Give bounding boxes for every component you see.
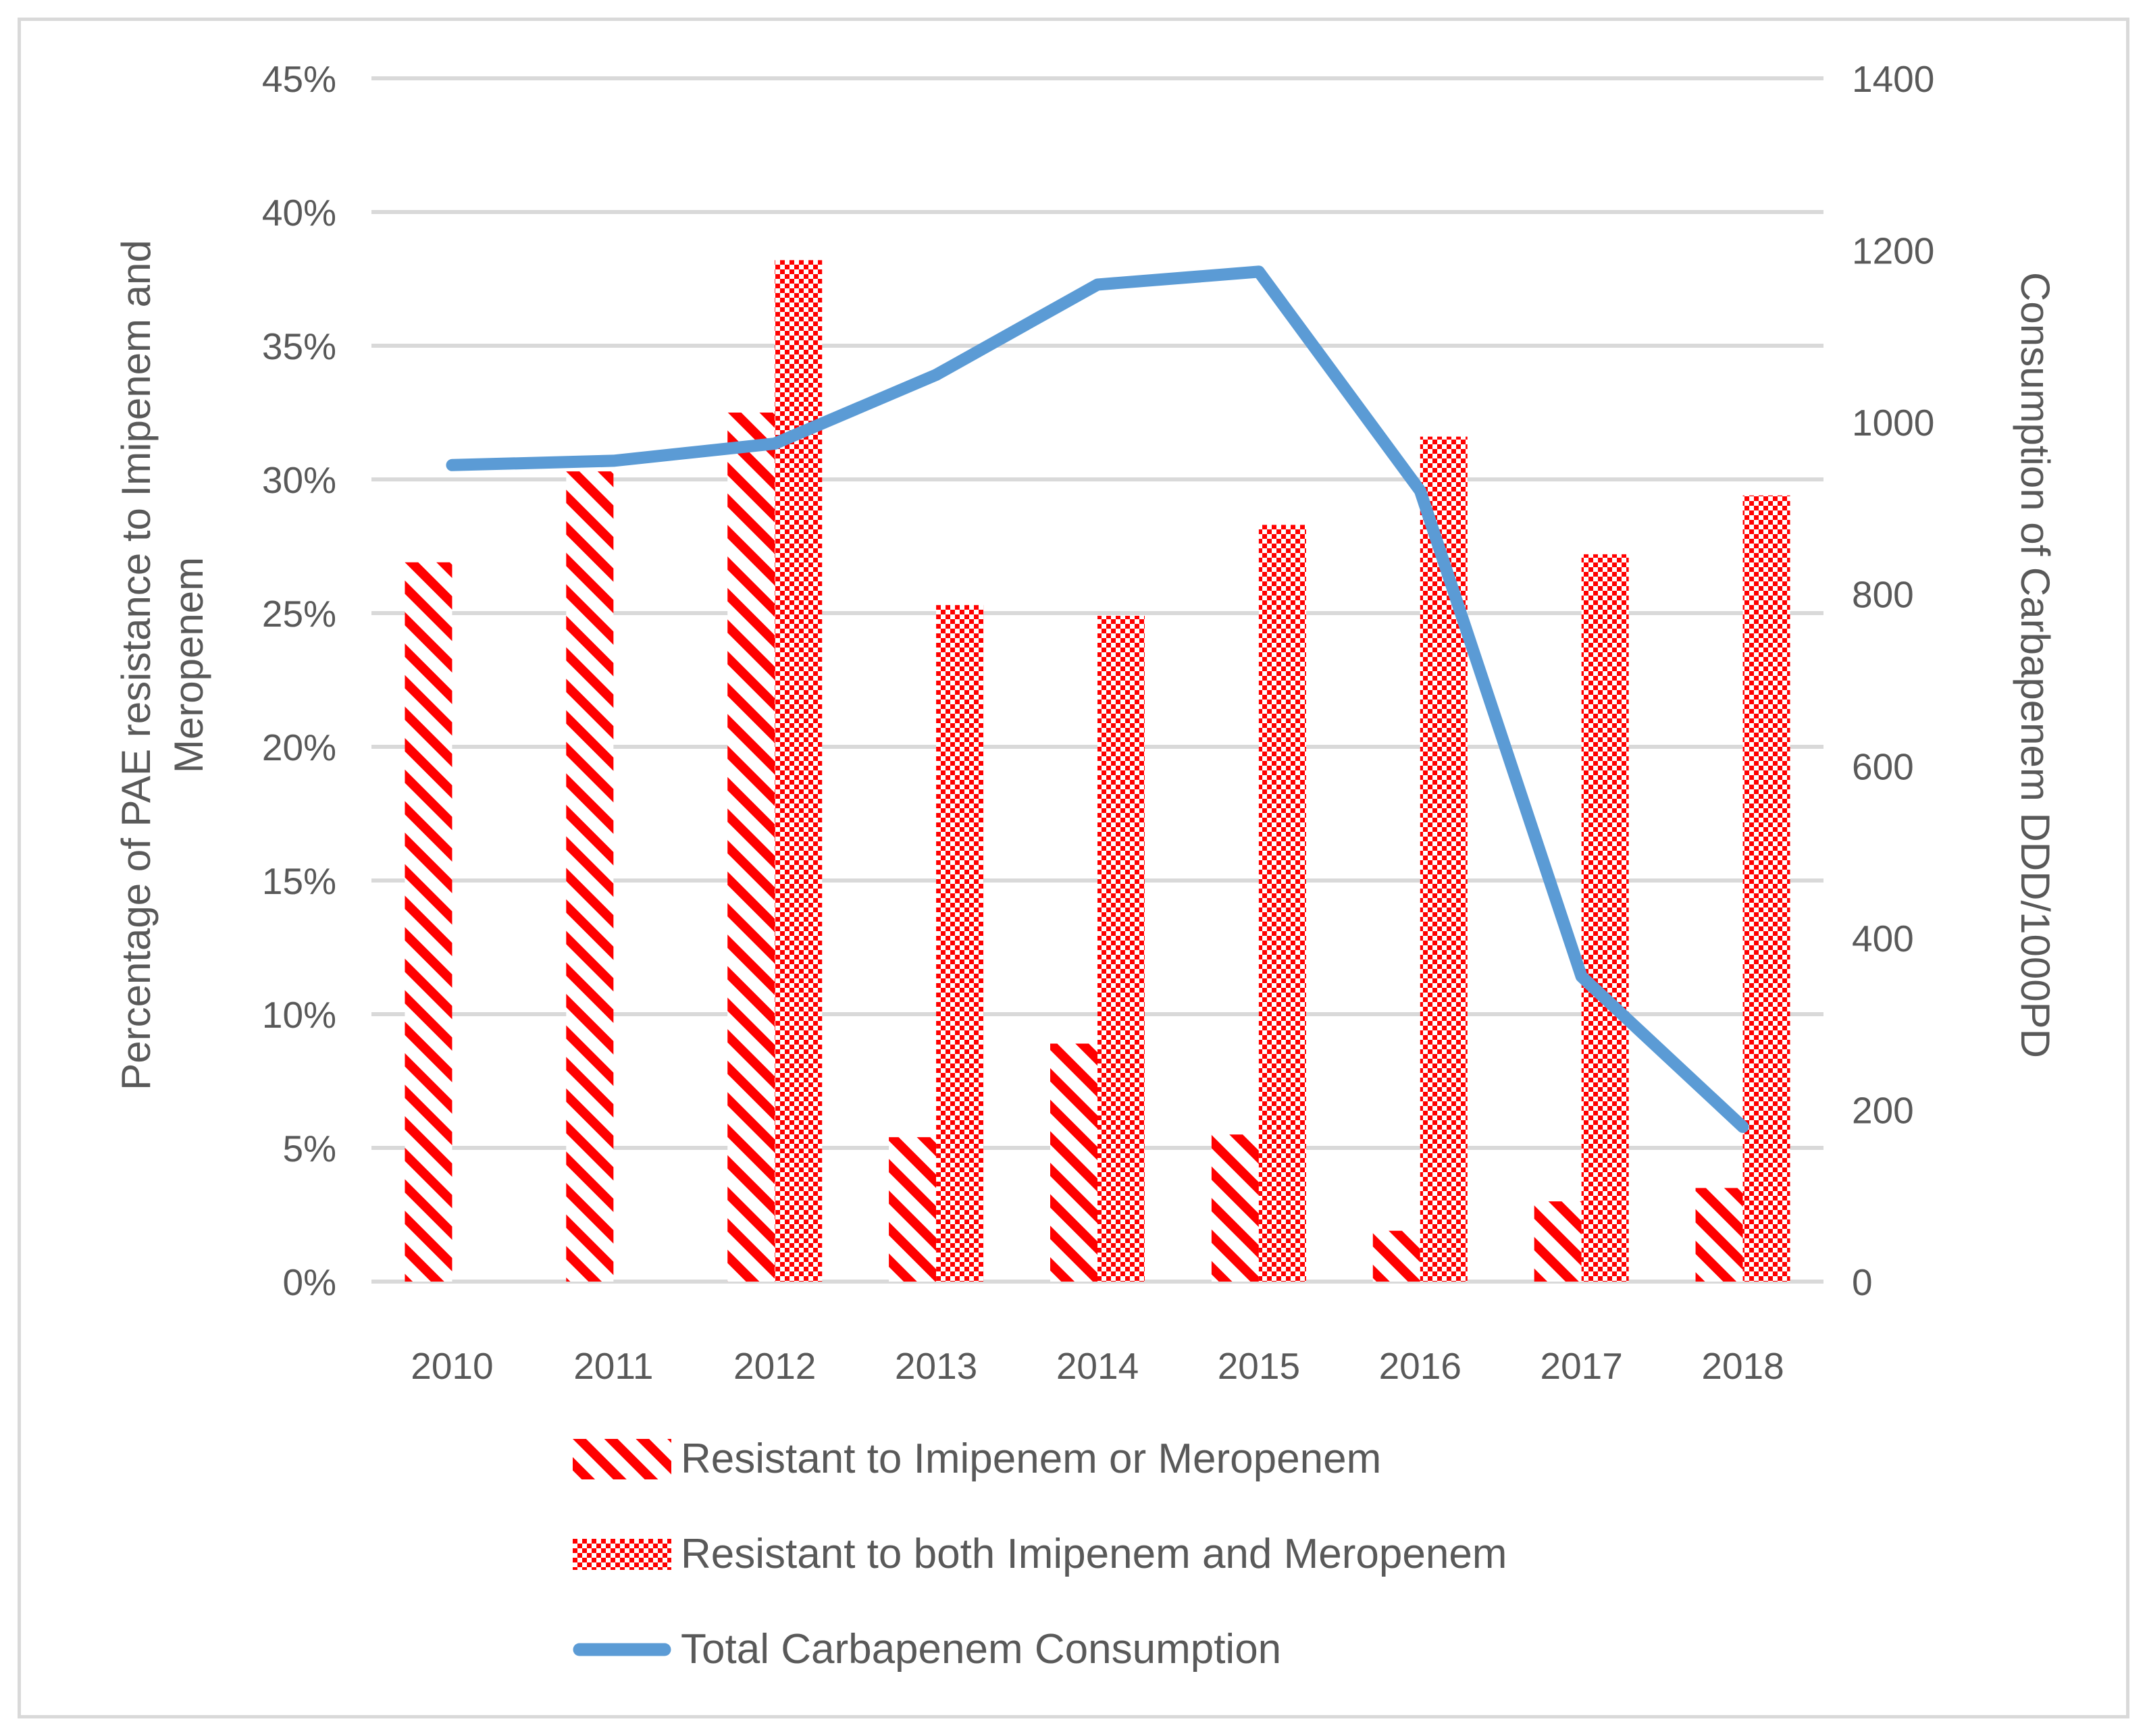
legend-label: Resistant to Imipenem or Meropenem <box>681 1436 1382 1482</box>
left-axis-tick-label: 30% <box>262 459 336 501</box>
right-axis-tick-label: 1200 <box>1852 230 1934 272</box>
legend-item-consumption: Total Carbapenem Consumption <box>573 1602 1507 1697</box>
bar-resistant-or-2016 <box>1372 1230 1420 1282</box>
x-axis-tick-label: 2013 <box>895 1345 977 1387</box>
left-axis-tick-label: 25% <box>262 593 336 635</box>
right-axis-tick-label: 0 <box>1852 1261 1873 1303</box>
left-axis-title-line1: Percentage of PAE resistance to Imipenem… <box>113 240 159 1090</box>
dotted-bar-swatch-icon <box>573 1538 671 1570</box>
right-axis-tick-label: 600 <box>1852 745 1914 787</box>
left-axis-title-line2: Meropenem <box>166 556 211 774</box>
left-axis-tick-label: 10% <box>262 994 336 1036</box>
left-axis-tick-label: 0% <box>283 1261 337 1303</box>
left-axis-tick-label: 20% <box>262 727 336 768</box>
left-axis-tick-label: 15% <box>262 860 336 902</box>
left-axis-tick-label: 40% <box>262 192 336 234</box>
right-axis-title: Consumption of Carbapenem DDD/1000PD <box>2013 272 2058 1058</box>
legend-item-resistant-or: Resistant to Imipenem or Meropenem <box>573 1411 1507 1506</box>
bar-resistant-or-2013 <box>889 1137 937 1282</box>
right-axis-tick-label: 1000 <box>1852 402 1934 444</box>
bar-resistant-or-2015 <box>1211 1134 1259 1282</box>
bar-resistant-both-2013 <box>936 605 984 1282</box>
right-axis-tick-label: 400 <box>1852 918 1914 959</box>
right-axis-tick-label: 1400 <box>1852 58 1934 100</box>
x-axis-tick-label: 2018 <box>1701 1345 1784 1387</box>
x-axis-tick-label: 2017 <box>1540 1345 1622 1387</box>
bar-resistant-both-2017 <box>1581 554 1629 1282</box>
bar-resistant-or-2012 <box>727 413 775 1282</box>
left-axis-tick-label: 35% <box>262 325 336 367</box>
x-axis-tick-label: 2015 <box>1218 1345 1300 1387</box>
right-axis-tick-label: 800 <box>1852 574 1914 616</box>
x-axis-tick-label: 2016 <box>1379 1345 1461 1387</box>
legend-label: Total Carbapenem Consumption <box>681 1626 1282 1673</box>
bar-resistant-or-2011 <box>566 471 614 1282</box>
x-axis-tick-label: 2014 <box>1056 1345 1139 1387</box>
left-axis-tick-label: 45% <box>262 58 336 100</box>
consumption-line <box>446 265 1749 1133</box>
bar-resistant-or-2014 <box>1050 1043 1097 1282</box>
striped-bar-swatch-icon <box>573 1438 671 1479</box>
legend-label: Resistant to both Imipenem and Meropenem <box>681 1531 1507 1577</box>
legend: Resistant to Imipenem or Meropenem Resis… <box>573 1411 1507 1697</box>
bar-resistant-both-2015 <box>1258 525 1306 1282</box>
axis-tick-labels: 0% 5% 10% 15% 20% 25% 30% 35% 40% 45% 0 200 400 600 80… <box>262 58 1934 1387</box>
bar-resistant-both-2014 <box>1097 615 1145 1282</box>
line-series <box>446 265 1749 1133</box>
left-axis-tick-label: 5% <box>283 1128 337 1169</box>
left-axis-title: Percentage of PAE resistance to Imipenem… <box>110 57 218 1273</box>
x-axis-tick-label: 2011 <box>573 1345 653 1387</box>
x-axis-tick-label: 2012 <box>733 1345 816 1387</box>
bar-resistant-or-2018 <box>1695 1188 1743 1282</box>
line-swatch-icon <box>573 1643 671 1656</box>
bar-resistant-or-2010 <box>405 562 452 1282</box>
x-axis-tick-label: 2010 <box>411 1345 493 1387</box>
bar-series <box>405 260 1790 1282</box>
bar-resistant-or-2017 <box>1534 1201 1582 1282</box>
bar-resistant-both-2012 <box>775 260 823 1282</box>
right-axis-tick-label: 200 <box>1852 1089 1914 1131</box>
legend-item-resistant-both: Resistant to both Imipenem and Meropenem <box>573 1506 1507 1602</box>
bar-resistant-both-2018 <box>1742 495 1790 1282</box>
